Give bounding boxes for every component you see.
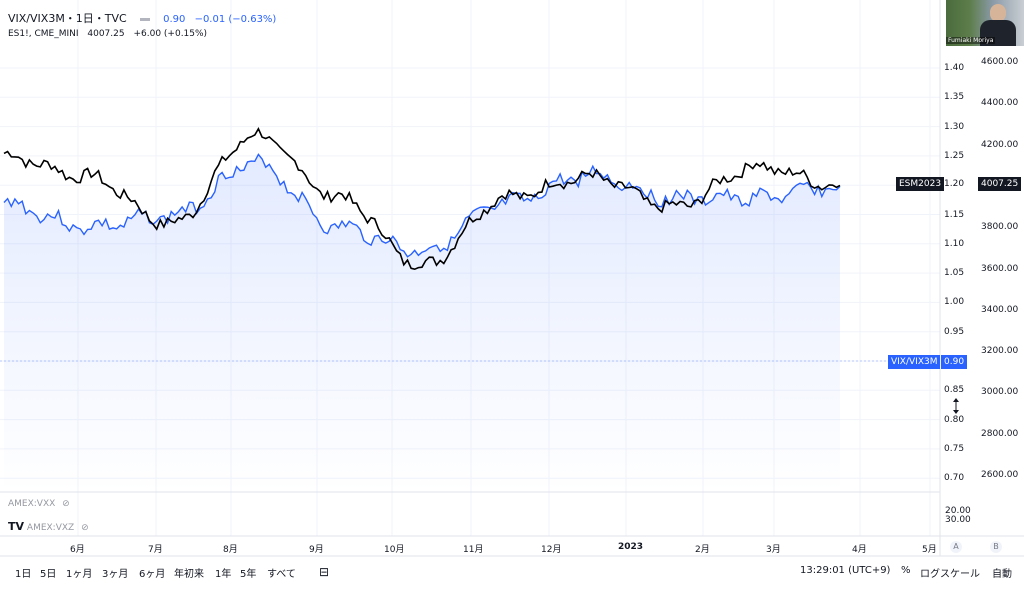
price-tick-label: 3000.00 [981, 387, 1019, 398]
webcam-name: Fumiaki Moriya [946, 37, 996, 44]
main-change: −0.01 (−0.63%) [194, 14, 277, 25]
percent-toggle[interactable]: % [901, 565, 911, 576]
vix-area-fill [4, 154, 840, 492]
price-tick-label: 4600.00 [981, 57, 1019, 67]
range-button[interactable]: すべて [267, 569, 296, 580]
time-tick-label: 2023 [618, 542, 644, 552]
collapse-icon[interactable] [139, 17, 150, 21]
es-symbol-badge: ESM2023 [896, 177, 945, 191]
person-body [980, 20, 1016, 46]
price-tick-label: 3400.00 [981, 304, 1019, 315]
second-change: +6.00 (+0.15%) [133, 29, 208, 39]
auto-scale-toggle[interactable]: 自動 [992, 569, 1012, 580]
ratio-tick-label: 1.10 [944, 238, 965, 249]
range-button[interactable]: 6ヶ月 [139, 569, 166, 580]
second-symbol[interactable]: ES1!, CME_MINI [8, 29, 79, 39]
es-series-line[interactable] [3, 127, 841, 271]
ratio-tick-label: 1.30 [944, 121, 965, 132]
range-button[interactable]: 年初来 [174, 569, 204, 580]
ratio-tick-label: 0.95 [944, 326, 965, 337]
resize-cursor-icon [953, 398, 959, 414]
second-legend[interactable]: ES1!, CME_MINI 4007.25 +6.00 (+0.15%) [8, 29, 213, 39]
log-scale-toggle[interactable]: ログスケール [920, 569, 980, 580]
time-tick-label: 11月 [463, 545, 484, 555]
eye-hidden-icon[interactable]: ⊘ [62, 499, 70, 509]
calendar-range-icon[interactable]: ⊟ [319, 565, 330, 579]
range-button[interactable]: 1日 [15, 569, 32, 580]
time-tick-label: 5月 [922, 545, 937, 555]
ratio-tick-label: 0.80 [944, 414, 965, 425]
ratio-tick-label: 1.00 [944, 297, 965, 308]
time-tick-label: 8月 [223, 545, 238, 555]
log-scale-button[interactable]: B [990, 541, 1002, 553]
es-value-badge: 4007.25 [978, 177, 1022, 191]
second-value: 4007.25 [87, 29, 125, 39]
vxx-label: AMEX:VXX [8, 499, 56, 509]
vix-value-badge: 0.90 [941, 355, 968, 369]
main-symbol[interactable]: VIX/VIX3M・1日・TVC [8, 12, 127, 25]
es-ratio-level: 1.20 [944, 179, 965, 189]
time-tick-label: 10月 [384, 545, 405, 555]
ratio-tick-label: 1.35 [944, 92, 965, 103]
vxx-pane-label[interactable]: AMEX:VXX ⊘ [8, 499, 70, 509]
ratio-tick-label: 1.40 [944, 63, 965, 73]
price-tick-label: 2800.00 [981, 428, 1019, 439]
range-button[interactable]: 3ヶ月 [102, 569, 129, 580]
price-tick-label: 2600.00 [981, 470, 1019, 480]
ratio-tick-label: 1.25 [944, 150, 965, 161]
tv-logo-icon: TV [8, 520, 25, 533]
range-button[interactable]: 1ヶ月 [66, 569, 93, 580]
clock-time[interactable]: 13:29:01 (UTC+9) [800, 565, 891, 576]
price-tick-label: 4200.00 [981, 139, 1019, 150]
auto-scale-button[interactable]: A [950, 541, 962, 553]
main-legend[interactable]: VIX/VIX3M・1日・TVC 0.90 −0.01 (−0.63%) [8, 10, 282, 26]
time-tick-label: 6月 [70, 545, 85, 555]
person-head [990, 4, 1006, 22]
time-tick-label: 9月 [309, 545, 324, 555]
time-tick-label: 4月 [852, 545, 867, 555]
ratio-tick-label: 0.75 [944, 443, 965, 454]
time-tick-label: 3月 [766, 545, 781, 555]
price-tick-label: 4400.00 [981, 98, 1019, 109]
time-tick-label: 7月 [148, 545, 163, 555]
vxz-label: AMEX:VXZ [26, 523, 75, 533]
pane-scale-bottom: 30.00 [945, 515, 971, 525]
main-value: 0.90 [163, 14, 186, 25]
time-tick-label: 12月 [541, 545, 562, 555]
time-tick-label: 2月 [695, 545, 710, 555]
range-button[interactable]: 5日 [40, 569, 57, 580]
price-tick-label: 3800.00 [981, 222, 1019, 233]
webcam-overlay: Fumiaki Moriya [946, 0, 1024, 46]
range-button[interactable]: 5年 [240, 569, 257, 580]
ratio-tick-label: 1.15 [944, 209, 965, 220]
vxz-pane-label[interactable]: TV AMEX:VXZ ⊘ [8, 520, 89, 533]
price-tick-label: 3600.00 [981, 263, 1019, 274]
pane-scale-top: 20.00 [945, 506, 971, 516]
vix-symbol-badge: VIX/VIX3M [888, 355, 941, 369]
ratio-tick-label: 0.85 [944, 385, 965, 396]
eye-hidden-icon[interactable]: ⊘ [81, 523, 89, 533]
ratio-tick-label: 1.05 [944, 268, 965, 279]
price-tick-label: 3200.00 [981, 346, 1019, 357]
ratio-tick-label: 0.70 [944, 473, 965, 484]
range-button[interactable]: 1年 [215, 569, 232, 580]
